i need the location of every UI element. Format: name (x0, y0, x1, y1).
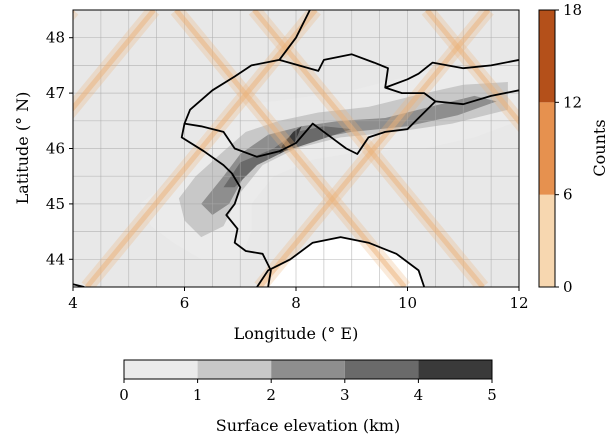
elevation-tick-label: 5 (487, 386, 497, 404)
y-tick-label: 44 (46, 250, 65, 268)
counts-colorbar-label: Counts (590, 119, 609, 176)
counts-colorbar-bins (539, 10, 555, 287)
border-line (256, 236, 426, 287)
elevation-tick-label: 0 (119, 386, 129, 404)
elevation-colorbar-bin (197, 360, 272, 379)
elevation-tick-label: 2 (266, 386, 276, 404)
y-tick-label: 47 (46, 84, 65, 102)
elevation-colorbar-bin (344, 360, 419, 379)
border-line (180, 123, 272, 287)
border-line (384, 59, 519, 89)
elevation-colorbar-bin (124, 360, 198, 379)
x-tick-label: 8 (291, 294, 301, 312)
counts-tick-label: 6 (563, 186, 573, 204)
elevation-colorbar-ticks: 0 1 2 3 4 5 (119, 379, 497, 404)
counts-colorbar: 0 6 12 18 Counts (538, 1, 609, 296)
satellite-track-core (257, 10, 491, 287)
counts-colorbar-ticks: 0 6 12 18 (555, 1, 582, 296)
x-tick-label: 4 (68, 294, 78, 312)
elevation-colorbar-bin (271, 360, 345, 379)
x-axis-ticks: 4 6 8 10 12 (68, 287, 529, 312)
satellite-track-layer (73, 10, 519, 287)
elevation-colorbar-frame (123, 359, 493, 380)
counts-colorbar-frame (538, 9, 556, 288)
x-axis-label: Longitude (° E) (234, 324, 359, 343)
elevation-colorbar-bin (418, 360, 492, 379)
elevation-colorbar-label: Surface elevation (km) (216, 416, 400, 435)
counts-tick-label: 12 (563, 93, 582, 111)
satellite-track-core (73, 10, 156, 112)
y-tick-label: 48 (46, 29, 65, 47)
elevation-colorbar: 0 1 2 3 4 5 Surface elevation (km) (119, 359, 497, 435)
elevation-tick-label: 1 (193, 386, 203, 404)
x-tick-label: 12 (509, 294, 528, 312)
y-axis-ticks: 44 45 46 47 48 (46, 29, 73, 268)
sea-layer (257, 237, 425, 287)
satellite-track-core (174, 10, 407, 287)
y-axis-label: Latitude (° N) (13, 92, 32, 205)
y-tick-label: 46 (46, 140, 65, 158)
elevation-colorbar-bins (124, 360, 492, 379)
border-line (435, 89, 519, 106)
y-tick-label: 45 (46, 195, 65, 213)
counts-colorbar-bin (539, 10, 555, 103)
sea-area (257, 237, 425, 287)
elevation-tick-label: 4 (414, 386, 424, 404)
counts-tick-label: 0 (563, 278, 573, 296)
counts-colorbar-bin (539, 102, 555, 195)
border-line (183, 10, 437, 158)
x-tick-label: 10 (398, 294, 417, 312)
x-tick-label: 6 (180, 294, 190, 312)
satellite-track-core (252, 10, 485, 287)
satellite-track-core (425, 10, 519, 126)
elevation-tick-label: 3 (340, 386, 350, 404)
satellite-track-core (85, 10, 318, 287)
country-borders (73, 10, 519, 287)
counts-colorbar-bin (539, 194, 555, 287)
counts-tick-label: 18 (563, 1, 582, 19)
